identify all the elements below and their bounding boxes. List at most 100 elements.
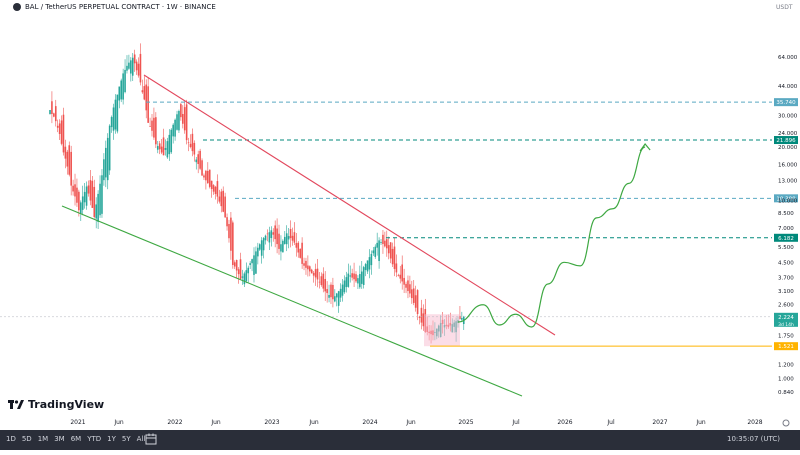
timeframe-all[interactable]: All [136, 435, 146, 443]
candle [280, 235, 282, 261]
candle [405, 281, 407, 294]
candle [293, 222, 296, 246]
timeframe-1m[interactable]: 1M [37, 435, 49, 443]
candle [334, 289, 336, 303]
support-trendline[interactable] [61, 205, 523, 397]
candle [412, 280, 415, 306]
candle [289, 220, 292, 248]
candle [364, 262, 367, 277]
candle [93, 179, 96, 219]
candle [303, 257, 305, 271]
candle [347, 263, 350, 288]
candle [60, 115, 63, 146]
timeframe-5d[interactable]: 5D [21, 435, 32, 443]
candle [316, 258, 319, 288]
candle [374, 244, 377, 259]
timeframe-ytd[interactable]: YTD [87, 435, 102, 443]
candle [262, 236, 265, 259]
price-tick-label: 3.700 [778, 275, 794, 281]
projection-path [457, 146, 646, 328]
candle [187, 137, 190, 152]
timeframe-5y[interactable]: 5Y [121, 435, 131, 443]
timeframe-6m[interactable]: 6M [70, 435, 82, 443]
projection [457, 143, 651, 328]
calendar-icon[interactable] [145, 433, 157, 445]
candle [197, 150, 199, 174]
candle [141, 79, 144, 94]
candle [87, 180, 90, 197]
price-tick-label: 64.000 [778, 55, 798, 61]
candle [287, 227, 290, 249]
candle [126, 55, 128, 74]
candle [368, 249, 371, 279]
svg-text:21.896: 21.896 [776, 138, 796, 144]
candle [357, 275, 359, 290]
candle [372, 246, 375, 256]
candle [411, 280, 413, 304]
logo-text: TradingView [28, 398, 105, 411]
candle [264, 234, 267, 245]
candle [181, 105, 184, 129]
candle [95, 197, 97, 229]
candle [462, 315, 465, 330]
candle [89, 170, 92, 206]
candle [301, 237, 303, 269]
candle [380, 239, 382, 246]
candles [49, 43, 465, 347]
candle [295, 232, 298, 257]
candle [85, 181, 88, 210]
candle [384, 231, 386, 248]
candle [64, 139, 67, 169]
candle [174, 118, 176, 141]
candle [151, 113, 153, 137]
time-tick-label: Jun [695, 419, 706, 426]
candle [278, 224, 280, 255]
candle [207, 162, 209, 184]
candle [76, 178, 78, 207]
candle [51, 91, 53, 124]
timeframe-3m[interactable]: 3M [54, 435, 65, 443]
candle [360, 260, 363, 289]
candle [183, 100, 186, 134]
candle [409, 275, 411, 298]
svg-text:1.521: 1.521 [778, 344, 794, 350]
candle [108, 124, 111, 175]
time-tick-label: Jul [511, 419, 520, 426]
candle [164, 139, 167, 156]
candle [395, 254, 398, 278]
currency-label[interactable]: USDT [776, 4, 793, 11]
candle [74, 173, 76, 206]
tradingview-logo[interactable]: TradingView [8, 398, 104, 411]
candle [241, 269, 244, 285]
candle [199, 148, 201, 171]
resistance-trendline[interactable] [143, 74, 556, 336]
candle [235, 259, 238, 278]
candle [178, 109, 180, 134]
candle [349, 265, 352, 283]
gear-icon[interactable] [782, 419, 790, 427]
price-level-badge: 1.521 [774, 342, 798, 351]
timeframe-1d[interactable]: 1D [6, 435, 16, 443]
candle [193, 140, 196, 162]
candle [97, 190, 99, 229]
trend-lines [61, 74, 556, 397]
candle [162, 128, 165, 156]
symbol-title[interactable]: BAL / TetherUS PERPETUAL CONTRACT · 1W ·… [13, 3, 216, 11]
utc-clock[interactable]: 10:35:07 (UTC) [726, 435, 780, 443]
candle [230, 211, 232, 260]
candle [239, 252, 242, 281]
candle [258, 243, 261, 251]
candle [283, 231, 286, 245]
candle [291, 227, 294, 246]
time-tick-label: 2023 [264, 419, 279, 426]
candle [168, 129, 171, 161]
time-tick-label: Jun [405, 419, 416, 426]
timeframe-selector: 1D 5D 1M 3M 6M YTD 1Y 5Y All [6, 435, 145, 443]
candle [272, 228, 275, 242]
timeframe-1y[interactable]: 1Y [107, 435, 116, 443]
candle [237, 267, 240, 284]
price-tick-label: 2.600 [778, 303, 794, 309]
candle [79, 200, 82, 222]
candle [232, 220, 234, 269]
